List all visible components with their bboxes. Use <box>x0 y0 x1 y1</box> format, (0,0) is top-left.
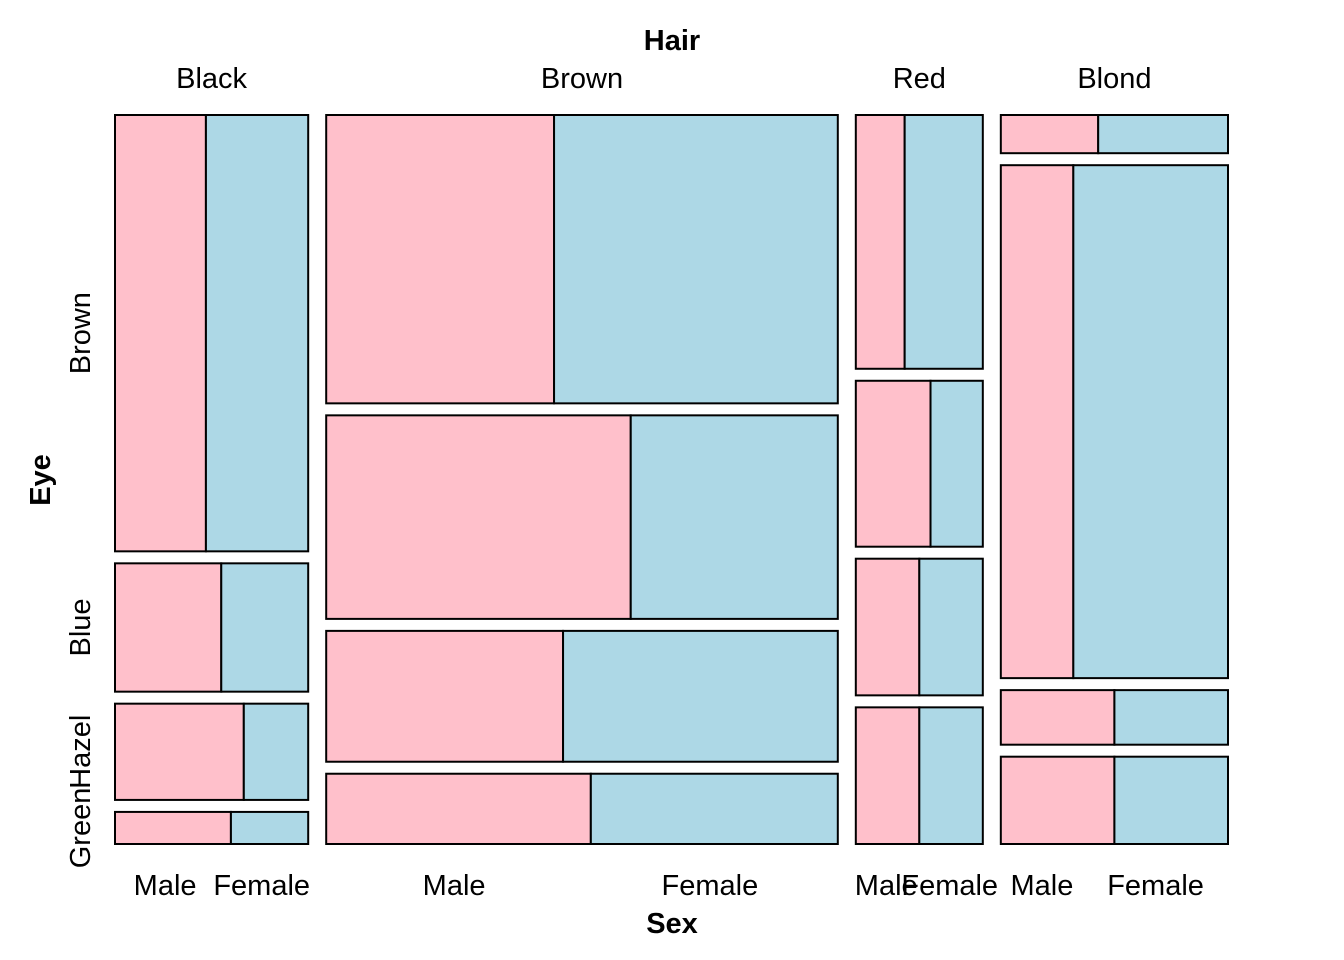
tile-black-brown-male <box>114 114 207 553</box>
sex-label-blond-female: Female <box>1107 870 1204 902</box>
tile-blond-brown-female <box>1097 114 1230 155</box>
tile-blond-brown-male <box>999 114 1100 155</box>
eye-label-green: Green <box>65 788 97 869</box>
hair-label-red: Red <box>893 63 946 95</box>
tile-red-hazel-female <box>918 557 984 697</box>
tile-red-blue-female <box>929 379 984 548</box>
tile-black-hazel-male <box>114 702 245 801</box>
tile-red-blue-male <box>854 379 932 548</box>
mosaic-tiles <box>114 114 1230 846</box>
hair-axis-title: Hair <box>644 25 700 57</box>
tile-black-hazel-female <box>242 702 310 801</box>
sex-label-brown-male: Male <box>423 870 486 902</box>
eye-axis-title: Eye <box>25 454 57 506</box>
sex-label-red-female: Female <box>901 870 998 902</box>
tile-blond-hazel-female <box>1113 689 1230 746</box>
tile-black-brown-female <box>204 114 310 553</box>
tile-red-green-female <box>918 706 984 845</box>
tile-brown-hazel-male <box>325 629 565 763</box>
sex-label-blond-male: Male <box>1011 870 1074 902</box>
sex-axis-title: Sex <box>646 908 698 940</box>
hair-label-black: Black <box>176 63 247 95</box>
sex-label-brown-female: Female <box>662 870 759 902</box>
tile-black-green-male <box>114 810 232 846</box>
tile-black-blue-male <box>114 562 223 693</box>
tile-red-hazel-male <box>854 557 921 697</box>
tile-brown-blue-female <box>629 414 839 620</box>
tile-red-brown-male <box>854 114 906 370</box>
tile-brown-blue-male <box>325 414 632 620</box>
tile-blond-hazel-male <box>999 689 1116 746</box>
tile-brown-brown-male <box>325 114 556 405</box>
tile-brown-green-male <box>325 772 592 846</box>
tile-black-blue-female <box>220 562 310 693</box>
tile-brown-green-female <box>589 772 839 846</box>
eye-label-hazel: Hazel <box>65 715 97 789</box>
hair-label-blond: Blond <box>1077 63 1151 95</box>
hair-label-brown: Brown <box>541 63 623 95</box>
eye-label-brown: Brown <box>65 292 97 374</box>
sex-label-red-male: Male <box>855 870 918 902</box>
tile-blond-green-male <box>999 755 1116 846</box>
tile-black-green-female <box>229 810 310 846</box>
tile-red-brown-female <box>903 114 984 370</box>
eye-label-blue: Blue <box>65 598 97 656</box>
tile-blond-blue-female <box>1072 164 1229 680</box>
tile-brown-hazel-female <box>562 629 839 763</box>
tile-blond-green-female <box>1113 755 1230 846</box>
tile-brown-brown-female <box>553 114 839 405</box>
sex-label-black-female: Female <box>213 870 310 902</box>
tile-blond-blue-male <box>999 164 1075 680</box>
sex-label-black-male: Male <box>134 870 197 902</box>
tile-red-green-male <box>854 706 921 845</box>
